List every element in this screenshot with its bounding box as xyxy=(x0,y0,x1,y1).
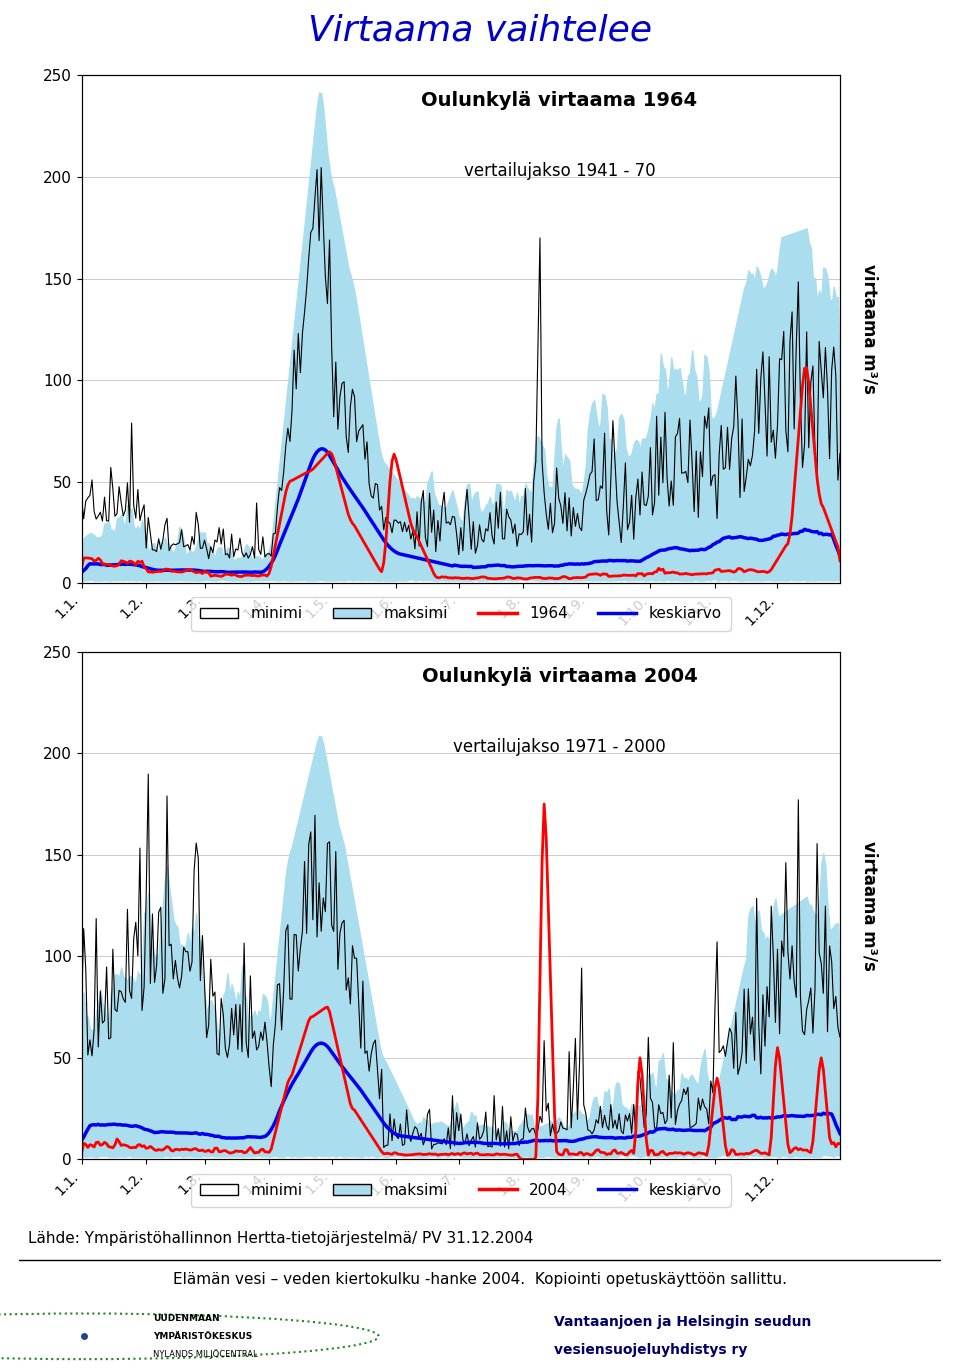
Text: Virtaama vaihtelee: Virtaama vaihtelee xyxy=(308,14,652,48)
Y-axis label: virtaama m³/s: virtaama m³/s xyxy=(861,265,878,394)
Legend: minimi, maksimi, 2004, keskiarvo: minimi, maksimi, 2004, keskiarvo xyxy=(191,1173,731,1207)
Text: Elämän vesi – veden kiertokulku -hanke 2004.  Kopiointi opetuskäyttöön sallittu.: Elämän vesi – veden kiertokulku -hanke 2… xyxy=(173,1272,787,1287)
Text: YMPÄRISTÖKESKUS: YMPÄRISTÖKESKUS xyxy=(153,1332,252,1340)
Text: vesiensuojeluyhdistys ry: vesiensuojeluyhdistys ry xyxy=(554,1343,747,1357)
Text: UUDENMAAN: UUDENMAAN xyxy=(153,1314,220,1323)
Y-axis label: virtaama m³/s: virtaama m³/s xyxy=(861,841,878,970)
Text: vertailujakso 1971 - 2000: vertailujakso 1971 - 2000 xyxy=(453,738,666,756)
Text: vertailujakso 1941 - 70: vertailujakso 1941 - 70 xyxy=(464,162,656,180)
Text: NYLANDS MILJÖCENTRAL: NYLANDS MILJÖCENTRAL xyxy=(153,1349,257,1360)
Text: Lähde: Ympäristöhallinnon Hertta-tietojärjestelmä/ PV 31.12.2004: Lähde: Ympäristöhallinnon Hertta-tietojä… xyxy=(29,1231,534,1246)
Text: Oulunkylä virtaama 2004: Oulunkylä virtaama 2004 xyxy=(421,667,697,686)
Legend: minimi, maksimi, 1964, keskiarvo: minimi, maksimi, 1964, keskiarvo xyxy=(191,597,731,631)
Text: Oulunkylä virtaama 1964: Oulunkylä virtaama 1964 xyxy=(421,91,698,110)
Text: Vantaanjoen ja Helsingin seudun: Vantaanjoen ja Helsingin seudun xyxy=(554,1314,811,1328)
